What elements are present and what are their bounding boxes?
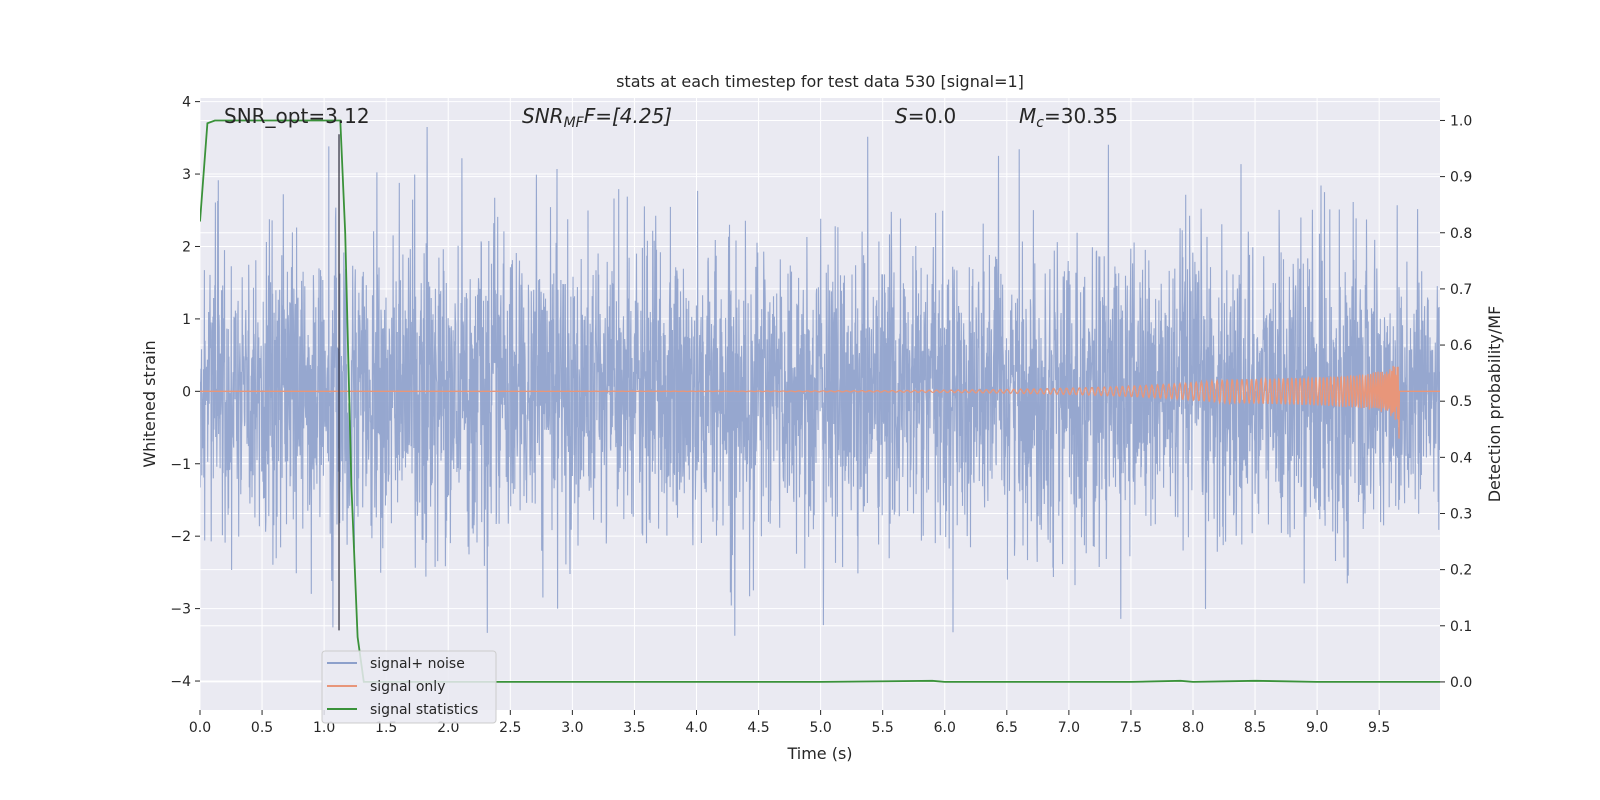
y-tick-label: −1 [170,457,191,473]
series-layer [200,119,1440,683]
x-tick-label: 7.5 [1120,720,1142,736]
y-right-tick-label: 0.0 [1450,675,1472,691]
x-tick-label: 1.0 [313,720,335,736]
mc-symbol: M [1019,104,1036,128]
s-symbol: S [895,104,908,128]
x-tick-label: 7.0 [1058,720,1080,736]
y-tick-label: 0 [182,384,191,400]
x-tick-label: 8.5 [1244,720,1266,736]
y-axis-label: Whitened strain [140,340,159,467]
x-tick-label: 2.5 [499,720,521,736]
mc-subscript: c [1036,115,1044,131]
x-tick-label: 0.5 [251,720,273,736]
y-tick-label: −2 [170,529,191,545]
x-tick-label: 6.5 [996,720,1018,736]
x-tick-label: 5.0 [809,720,831,736]
y-tick-label: 4 [182,95,191,111]
annotation-s: S=0.0 [895,104,956,128]
x-tick-label: 6.0 [934,720,956,736]
y-right-tick-label: 0.9 [1450,170,1472,186]
legend-box [321,650,497,724]
y-right-tick-label: 0.2 [1450,563,1472,579]
x-tick-label: 9.0 [1306,720,1328,736]
x-tick-label: 4.5 [747,720,769,736]
x-tick-label: 4.0 [685,720,707,736]
snr-mf-value: F=[4.25] [584,104,672,128]
x-tick-label: 8.0 [1182,720,1204,736]
x-tick-label: 3.0 [561,720,583,736]
x-tick-label: 2.0 [437,720,459,736]
legend-label-signal-only: signal only [370,679,445,695]
snr-mf-subscript: MF [564,115,585,131]
series-signal-statistics [200,119,1440,683]
y-right-tick-label: 0.8 [1450,226,1472,242]
y-tick-label: 2 [182,239,191,255]
y-tick-label: 3 [182,167,191,183]
annotation-mc: Mc=30.35 [1019,104,1118,131]
y-right-tick-label: 0.6 [1450,338,1472,354]
y-axis-label-right: Detection probability/MF [1485,306,1504,503]
series-signal-only [200,365,1440,439]
series-signal-noise [200,126,1440,636]
y-tick-label: 1 [182,312,191,328]
y-tick-label: −3 [170,602,191,618]
x-tick-label: 3.5 [623,720,645,736]
annotation-snr-opt: SNR_opt=3.12 [224,104,370,128]
legend-label-signal-statistics: signal statistics [370,702,478,718]
y-right-tick-label: 0.5 [1450,394,1472,410]
legend-label-signal-noise: signal+ noise [370,656,465,672]
y-right-tick-label: 1.0 [1450,113,1472,129]
axes: 0.0 0.5 1.0 1.5 2.0 2.5 3.0 3.5 4.0 4.5 5.0 5.5 6.0 6… [170,95,1472,736]
x-tick-label: 0.0 [189,720,211,736]
snr-mf-symbol: SNR [522,104,564,128]
legend: signal+ noise signal only signal statist… [321,650,497,724]
y-right-tick-label: 0.7 [1450,282,1472,298]
x-axis-label: Time (s) [786,744,852,763]
s-value: =0.0 [908,104,957,128]
chart-title: stats at each timestep for test data 530… [616,72,1024,91]
x-tick-label: 9.5 [1368,720,1390,736]
x-tick-label: 5.5 [872,720,894,736]
x-tick-label: 1.5 [375,720,397,736]
mc-value: =30.35 [1044,104,1118,128]
y-right-tick-label: 0.3 [1450,506,1472,522]
y-tick-label: −4 [170,674,191,690]
annotation-snr-mf: SNRMFF=[4.25] [522,104,672,131]
y-right-tick-label: 0.4 [1450,450,1472,466]
y-right-tick-label: 0.1 [1450,619,1472,635]
